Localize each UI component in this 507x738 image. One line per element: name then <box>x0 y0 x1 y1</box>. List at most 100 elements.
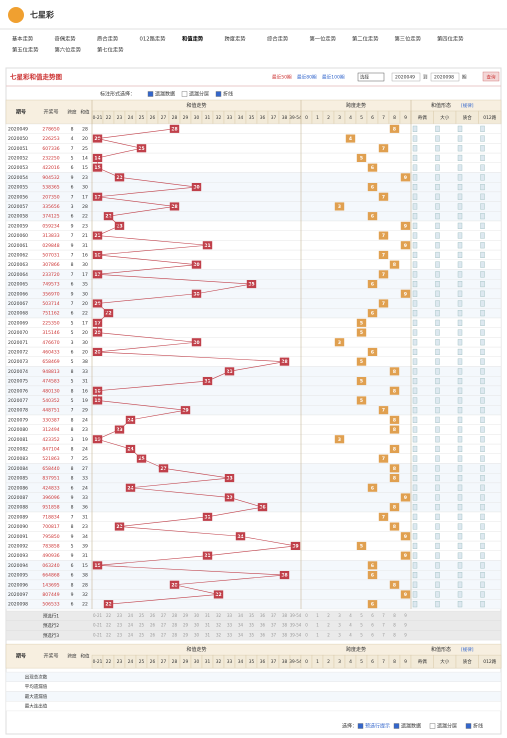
nav-link[interactable]: 第六位走势 <box>55 46 82 54</box>
preselect-cell[interactable]: 8 <box>393 613 396 618</box>
preselect-cell[interactable]: 30 <box>194 613 200 618</box>
preselect-cell[interactable]: 6 <box>371 613 374 618</box>
preselect-cell[interactable]: 22 <box>106 613 112 618</box>
footer-option[interactable]: 预选行提示 <box>365 723 390 730</box>
preselect-cell[interactable]: 9 <box>404 632 407 637</box>
preselect-cell[interactable]: 0 <box>305 613 308 618</box>
preselect-cell[interactable]: 39-54 <box>290 623 302 628</box>
preselect-cell[interactable]: 0-21 <box>93 632 103 637</box>
preselect-cell[interactable]: 27 <box>161 613 167 618</box>
preselect-cell[interactable]: 28 <box>172 613 178 618</box>
preselect-cell[interactable]: 5 <box>360 623 363 628</box>
footer-option[interactable]: 遗漏分层 <box>437 723 457 730</box>
preselect-cell[interactable]: 32 <box>216 623 222 628</box>
option[interactable]: 遗漏数据 <box>155 91 175 98</box>
option[interactable]: 遗漏分层 <box>189 91 209 98</box>
preselect-cell[interactable]: 39-54 <box>290 613 302 618</box>
footer-option[interactable]: 折线 <box>473 723 483 730</box>
preselect-cell[interactable]: 23 <box>117 623 123 628</box>
preselect-cell[interactable]: 7 <box>382 623 385 628</box>
preselect-cell[interactable]: 1 <box>316 613 319 618</box>
preselect-cell[interactable]: 37 <box>271 632 277 637</box>
preselect-cell[interactable]: 5 <box>360 632 363 637</box>
preselect-cell[interactable]: 28 <box>172 632 178 637</box>
nav-link[interactable]: 第四位走势 <box>437 35 464 43</box>
preselect-cell[interactable]: 33 <box>227 632 233 637</box>
preselect-cell[interactable]: 3 <box>338 632 341 637</box>
preselect-cell[interactable]: 26 <box>150 632 156 637</box>
footer-option[interactable]: 遗漏数据 <box>401 723 421 730</box>
preselect-cell[interactable]: 34 <box>238 623 244 628</box>
preselect-cell[interactable]: 6 <box>371 632 374 637</box>
preselect-cell[interactable]: 9 <box>404 613 407 618</box>
nav-link[interactable]: 质合走势 <box>97 35 119 43</box>
query-button[interactable]: 查询 <box>487 74 496 81</box>
option[interactable]: 折线 <box>223 91 233 98</box>
nav-link[interactable]: 第七位走势 <box>97 46 124 54</box>
preselect-label[interactable]: 预选行1 <box>43 612 59 619</box>
preselect-cell[interactable]: 0 <box>305 632 308 637</box>
preselect-cell[interactable]: 31 <box>205 613 211 618</box>
preselect-cell[interactable]: 4 <box>349 632 352 637</box>
preselect-cell[interactable]: 34 <box>238 632 244 637</box>
preselect-cell[interactable]: 29 <box>183 632 189 637</box>
nav-link[interactable]: 第一位走势 <box>310 35 337 43</box>
preselect-cell[interactable]: 7 <box>382 613 385 618</box>
preselect-cell[interactable]: 36 <box>260 613 266 618</box>
preselect-cell[interactable]: 22 <box>106 623 112 628</box>
preselect-cell[interactable]: 33 <box>227 623 233 628</box>
preselect-cell[interactable]: 2 <box>327 632 330 637</box>
recent-link[interactable]: 最近80期 <box>297 74 317 81</box>
preselect-cell[interactable]: 26 <box>150 623 156 628</box>
preselect-cell[interactable]: 0 <box>305 623 308 628</box>
preselect-cell[interactable]: 22 <box>106 632 112 637</box>
from-input[interactable]: 2020049 <box>395 75 415 81</box>
preselect-cell[interactable]: 30 <box>194 632 200 637</box>
preselect-cell[interactable]: 24 <box>128 613 134 618</box>
preselect-cell[interactable]: 37 <box>271 623 277 628</box>
preselect-cell[interactable]: 27 <box>161 632 167 637</box>
preselect-cell[interactable]: 1 <box>316 623 319 628</box>
nav-link[interactable]: 跨度走势 <box>225 35 247 43</box>
preselect-cell[interactable]: 2 <box>327 613 330 618</box>
preselect-cell[interactable]: 26 <box>150 613 156 618</box>
preselect-cell[interactable]: 38 <box>282 613 288 618</box>
recent-link[interactable]: 最近100期 <box>322 74 345 81</box>
preselect-cell[interactable]: 6 <box>371 623 374 628</box>
preselect-cell[interactable]: 39-54 <box>290 632 302 637</box>
nav-link[interactable]: 第三位走势 <box>395 35 422 43</box>
preselect-cell[interactable]: 28 <box>172 623 178 628</box>
preselect-cell[interactable]: 37 <box>271 613 277 618</box>
preselect-cell[interactable]: 35 <box>249 613 255 618</box>
preselect-cell[interactable]: 3 <box>338 623 341 628</box>
preselect-cell[interactable]: 0-21 <box>93 623 103 628</box>
preselect-cell[interactable]: 7 <box>382 632 385 637</box>
preselect-cell[interactable]: 29 <box>183 623 189 628</box>
preselect-cell[interactable]: 27 <box>161 623 167 628</box>
preselect-cell[interactable]: 23 <box>117 632 123 637</box>
preselect-cell[interactable]: 8 <box>393 632 396 637</box>
nav-link[interactable]: 012路走势 <box>140 35 167 43</box>
preselect-cell[interactable]: 1 <box>316 632 319 637</box>
preselect-cell[interactable]: 23 <box>117 613 123 618</box>
preselect-cell[interactable]: 31 <box>205 623 211 628</box>
select[interactable]: 选择 <box>360 74 369 81</box>
preselect-cell[interactable]: 25 <box>139 613 145 618</box>
nav-link[interactable]: 奇偶走势 <box>55 35 77 43</box>
preselect-cell[interactable]: 35 <box>249 632 255 637</box>
preselect-cell[interactable]: 0-21 <box>93 613 103 618</box>
preselect-cell[interactable]: 25 <box>139 623 145 628</box>
preselect-cell[interactable]: 34 <box>238 613 244 618</box>
preselect-cell[interactable]: 33 <box>227 613 233 618</box>
preselect-label[interactable]: 预选行2 <box>43 622 59 629</box>
nav-link[interactable]: 和值走势 <box>181 35 204 43</box>
nav-link[interactable]: 综合走势 <box>267 35 289 43</box>
preselect-cell[interactable]: 8 <box>393 623 396 628</box>
preselect-cell[interactable]: 36 <box>260 623 266 628</box>
nav-link[interactable]: 第二位走势 <box>352 35 379 43</box>
preselect-label[interactable]: 预选行3 <box>43 632 59 639</box>
preselect-cell[interactable]: 24 <box>128 632 134 637</box>
preselect-cell[interactable]: 32 <box>216 613 222 618</box>
preselect-cell[interactable]: 24 <box>128 623 134 628</box>
preselect-cell[interactable]: 25 <box>139 632 145 637</box>
